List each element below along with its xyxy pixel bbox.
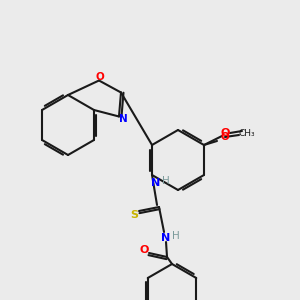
Text: H: H: [162, 176, 170, 186]
Text: O: O: [96, 73, 104, 82]
Text: O: O: [220, 132, 230, 142]
Text: N: N: [161, 233, 171, 243]
Text: S: S: [130, 210, 138, 220]
Text: CH₃: CH₃: [239, 128, 255, 137]
Text: O: O: [139, 245, 149, 255]
Text: N: N: [152, 178, 160, 188]
Text: H: H: [172, 231, 180, 241]
Text: N: N: [118, 113, 127, 124]
Text: O: O: [220, 128, 230, 138]
